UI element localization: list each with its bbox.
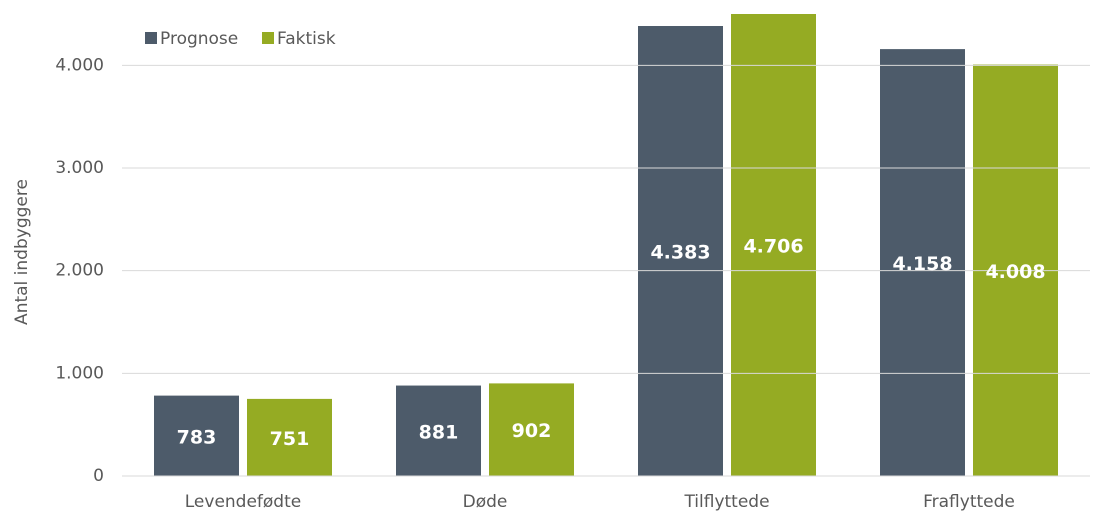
bar (154, 395, 239, 476)
legend-label: Faktisk (277, 29, 336, 49)
data-label: 4.706 (743, 236, 803, 258)
legend-swatch (145, 32, 157, 44)
legend-swatch (262, 32, 274, 44)
x-tick-label: Levendefødte (185, 492, 301, 512)
data-label: 751 (270, 428, 310, 450)
plot-area (154, 14, 1058, 477)
bar (731, 14, 816, 476)
bar (396, 385, 481, 476)
y-tick-label: 0 (93, 466, 104, 486)
data-label: 783 (177, 426, 217, 448)
y-tick-label: 3.000 (55, 158, 104, 178)
bar (880, 49, 965, 476)
data-label: 4.158 (892, 253, 952, 275)
y-axis-title: Antal indbyggere (12, 179, 32, 325)
data-label: 902 (512, 420, 552, 442)
data-label: 881 (419, 421, 459, 443)
y-tick-label: 1.000 (55, 363, 104, 383)
x-tick-label: Fraflyttede (923, 492, 1015, 512)
legend-label: Prognose (160, 29, 238, 49)
y-tick-label: 2.000 (55, 261, 104, 281)
data-label: 4.383 (650, 242, 710, 264)
x-tick-label: Tilflyttede (683, 492, 769, 512)
x-tick-label: Døde (463, 492, 508, 512)
data-label: 4.008 (985, 261, 1045, 283)
bar (247, 398, 332, 476)
y-tick-label: 4.000 (55, 55, 104, 75)
bar (489, 383, 574, 476)
bar (638, 26, 723, 477)
